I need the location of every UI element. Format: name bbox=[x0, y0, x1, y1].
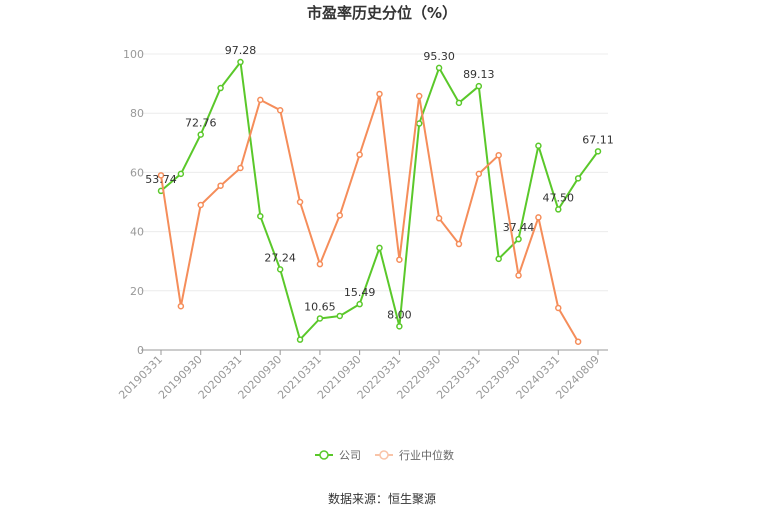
data-point bbox=[336, 312, 344, 320]
data-point bbox=[574, 338, 582, 345]
y-tick-label: 100 bbox=[123, 48, 144, 61]
data-label: 89.13 bbox=[463, 68, 495, 81]
data-point bbox=[475, 170, 483, 178]
data-label: 10.65 bbox=[304, 300, 336, 313]
data-point bbox=[475, 82, 483, 90]
data-point bbox=[535, 142, 542, 150]
data-point bbox=[495, 151, 502, 159]
series-layer bbox=[157, 58, 602, 345]
data-point bbox=[296, 198, 304, 206]
data-label: 53.74 bbox=[145, 173, 177, 186]
data-point bbox=[396, 256, 403, 263]
data-point bbox=[435, 64, 443, 72]
legend-marker bbox=[319, 450, 329, 460]
legend-label: 行业中位数 bbox=[399, 448, 454, 462]
data-point bbox=[356, 151, 363, 158]
series-line bbox=[160, 93, 579, 343]
data-point bbox=[197, 201, 204, 209]
data-label: 27.24 bbox=[264, 251, 296, 264]
data-point bbox=[495, 255, 502, 263]
data-point bbox=[555, 206, 562, 213]
legend-marker bbox=[379, 450, 389, 460]
legend-item-company[interactable]: 公司 bbox=[315, 449, 361, 462]
data-point bbox=[257, 96, 264, 104]
data-label: 67.11 bbox=[582, 133, 614, 146]
data-point bbox=[177, 170, 185, 178]
data-label: 95.30 bbox=[423, 50, 455, 63]
data-point bbox=[396, 323, 403, 330]
data-point bbox=[455, 99, 463, 107]
data-point bbox=[376, 244, 383, 252]
data-point bbox=[515, 272, 522, 279]
data-point bbox=[376, 90, 383, 98]
data-point bbox=[574, 175, 582, 182]
data-point bbox=[276, 266, 284, 273]
data-point bbox=[515, 235, 522, 243]
data-point bbox=[415, 120, 423, 127]
data-point bbox=[336, 212, 344, 219]
data-source: 数据来源：恒生聚源 bbox=[328, 491, 436, 506]
y-axis: 0 20 40 60 80 100 bbox=[123, 48, 144, 357]
y-tick-label: 60 bbox=[130, 166, 144, 179]
data-point bbox=[217, 84, 224, 92]
x-tick-label: 20240809 bbox=[553, 353, 602, 402]
data-label: 97.28 bbox=[225, 44, 257, 57]
data-point bbox=[316, 315, 324, 322]
y-tick-label: 20 bbox=[130, 285, 144, 298]
data-point bbox=[237, 164, 244, 172]
data-point bbox=[296, 336, 304, 343]
data-point bbox=[177, 302, 185, 310]
data-point bbox=[455, 240, 463, 248]
legend-label: 公司 bbox=[339, 449, 361, 462]
data-point bbox=[197, 131, 204, 138]
grid-lines bbox=[141, 53, 608, 351]
data-point bbox=[535, 214, 542, 221]
data-point bbox=[316, 260, 324, 268]
data-labels: 53.74 72.76 97.28 27.24 10.65 15.49 8.00 95.30 8… bbox=[145, 44, 614, 321]
data-point bbox=[157, 172, 165, 179]
data-point bbox=[257, 212, 264, 220]
series-company bbox=[157, 58, 602, 343]
data-point bbox=[217, 182, 224, 189]
x-axis: 2019033120190930202003312020093020210331… bbox=[116, 349, 608, 402]
legend[interactable]: 公司 行业中位数 bbox=[315, 448, 454, 462]
data-label: 37.44 bbox=[503, 221, 535, 234]
data-point bbox=[276, 106, 284, 114]
data-point bbox=[435, 215, 443, 222]
data-point bbox=[555, 304, 562, 312]
data-point bbox=[237, 58, 244, 66]
data-point bbox=[415, 92, 423, 100]
y-tick-label: 40 bbox=[130, 226, 144, 239]
data-label: 72.76 bbox=[185, 117, 217, 130]
data-label: 15.49 bbox=[344, 286, 376, 299]
series-line bbox=[160, 61, 599, 341]
legend-item-industry-median[interactable]: 行业中位数 bbox=[375, 448, 454, 462]
y-tick-label: 80 bbox=[130, 107, 144, 120]
y-tick-label: 0 bbox=[137, 344, 144, 357]
data-point bbox=[356, 300, 363, 308]
chart-title: 市盈率历史分位（%） bbox=[307, 4, 457, 22]
series-industry-median bbox=[157, 90, 582, 345]
data-point bbox=[594, 148, 602, 155]
data-label: 47.50 bbox=[543, 191, 575, 204]
data-label: 8.00 bbox=[387, 308, 412, 321]
